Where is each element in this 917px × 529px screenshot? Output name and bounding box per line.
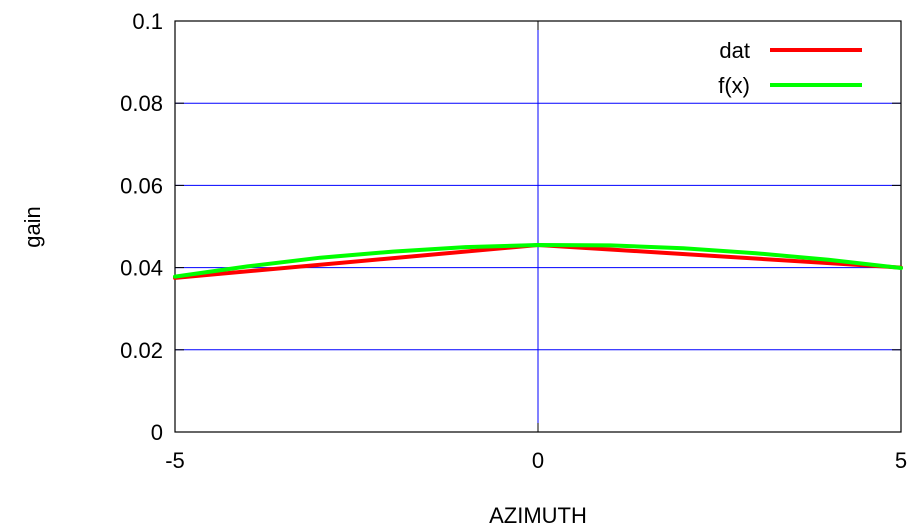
x-axis-label: AZIMUTH [489,503,587,528]
grid [175,21,901,432]
y-tick-label: 0.02 [120,338,163,363]
legend: dat f(x) [718,38,862,98]
y-tick-label: 0.08 [120,91,163,116]
ticks [174,20,902,433]
y-tick-label: 0 [151,420,163,445]
y-axis-label: gain [20,206,45,248]
x-tick-label: 0 [532,448,544,473]
tick-labels: 00.020.040.060.080.1-5 0 5 [120,9,907,473]
x-tick-label: -5 [165,448,185,473]
legend-label: f(x) [718,73,750,98]
y-tick-label: 0.06 [120,173,163,198]
series [173,243,903,280]
y-tick-label: 0.04 [120,256,163,281]
y-tick-label: 0.1 [132,9,163,34]
series-line-fx [173,243,903,279]
legend-label: dat [719,38,750,63]
x-tick-label: 5 [895,448,907,473]
